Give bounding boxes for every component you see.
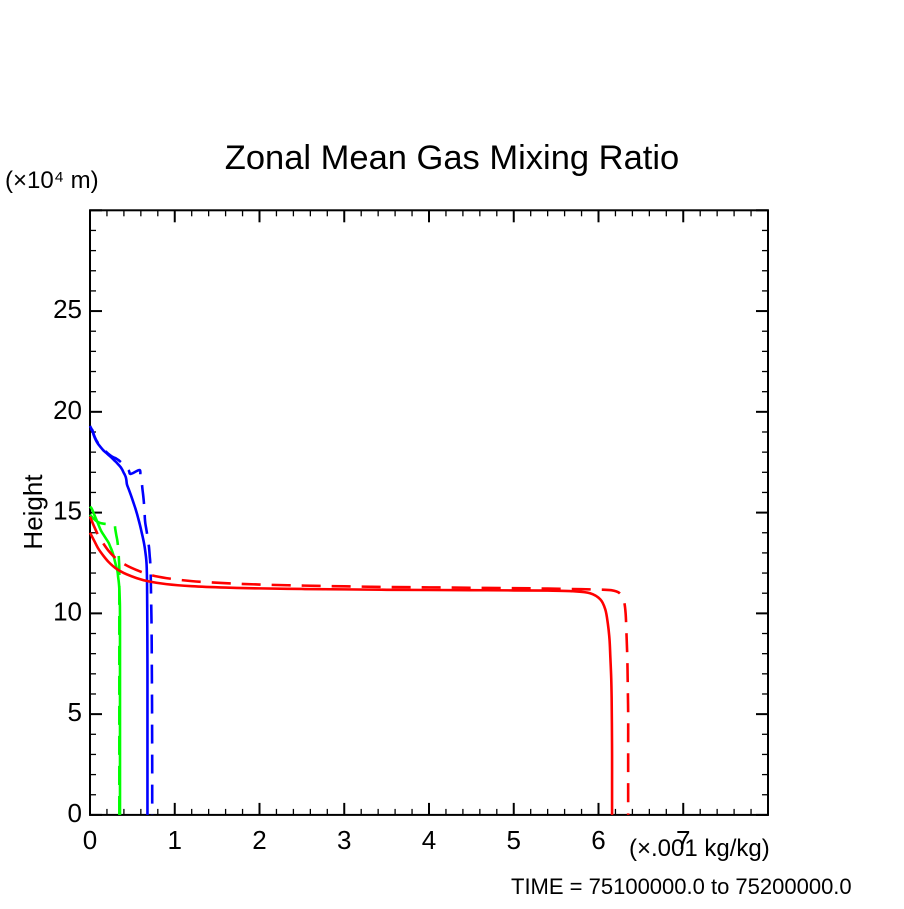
svg-text:(×10⁴ m): (×10⁴ m) [5, 167, 99, 194]
svg-text:2: 2 [252, 825, 266, 855]
svg-text:1: 1 [168, 825, 182, 855]
svg-text:7: 7 [676, 825, 690, 855]
svg-text:(×.001 kg/kg): (×.001 kg/kg) [629, 835, 770, 862]
svg-text:10: 10 [53, 596, 82, 626]
svg-text:5: 5 [68, 697, 82, 727]
svg-text:20: 20 [53, 395, 82, 425]
svg-text:3: 3 [337, 825, 351, 855]
svg-text:TIME = 75100000.0 to 75200000.: TIME = 75100000.0 to 75200000.0 [511, 874, 852, 899]
svg-text:0: 0 [83, 825, 97, 855]
svg-text:15: 15 [53, 496, 82, 526]
svg-text:4: 4 [422, 825, 436, 855]
svg-text:25: 25 [53, 294, 82, 324]
svg-text:Zonal Mean Gas Mixing Ratio: Zonal Mean Gas Mixing Ratio [225, 139, 679, 177]
svg-text:0: 0 [68, 798, 82, 828]
svg-text:Height: Height [18, 474, 48, 550]
svg-text:5: 5 [507, 825, 521, 855]
svg-text:6: 6 [591, 825, 605, 855]
